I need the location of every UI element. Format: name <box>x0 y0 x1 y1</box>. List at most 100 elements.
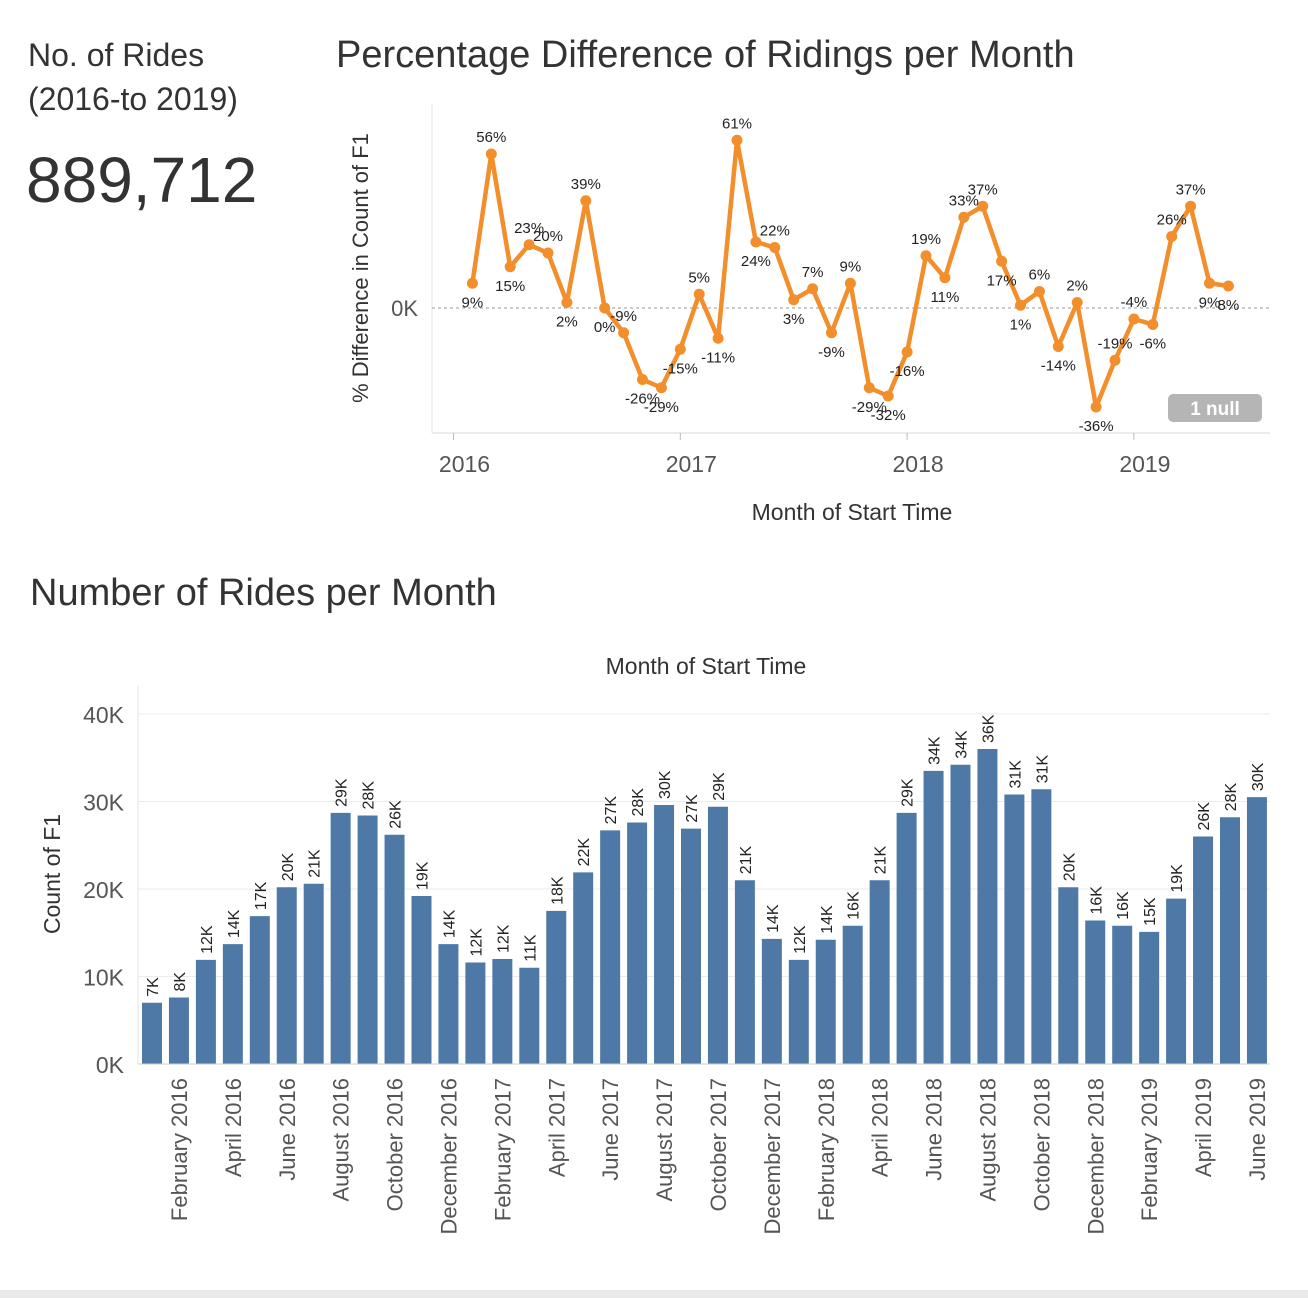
bar-data-label: 28K <box>361 781 378 810</box>
bar <box>788 959 809 1064</box>
bar-data-label: 27K <box>603 796 620 825</box>
line-point <box>1052 341 1064 352</box>
line-point <box>580 195 592 207</box>
bar-data-label: 16K <box>846 891 863 920</box>
bar <box>465 962 486 1064</box>
line-point <box>958 211 970 223</box>
bar <box>168 997 189 1064</box>
line-point <box>693 288 705 300</box>
line-data-label: -32% <box>871 407 906 424</box>
line-data-label: -4% <box>1121 294 1148 311</box>
bar-data-label: 34K <box>927 736 944 765</box>
kpi-subtitle: (2016-to 2019) <box>28 81 238 117</box>
line-point <box>542 247 554 259</box>
bar <box>923 770 944 1064</box>
bar-chart-x-tick-label: June 2017 <box>598 1078 623 1181</box>
bar <box>1246 797 1267 1064</box>
bar <box>707 806 728 1064</box>
bar-data-label: 12K <box>199 925 216 954</box>
line-data-label: 0% <box>594 319 616 336</box>
bar-chart-y-tick-label: 30K <box>83 790 125 816</box>
kpi-title: No. of Rides <box>28 37 205 73</box>
bar <box>1139 931 1160 1064</box>
bar-chart-x-tick-label: August 2018 <box>975 1078 1000 1202</box>
bar <box>1112 925 1133 1064</box>
bar-data-label: 14K <box>441 909 458 938</box>
line-data-label: 7% <box>802 264 824 281</box>
line-point <box>769 242 781 253</box>
bar <box>276 887 297 1064</box>
horizontal-scrollbar[interactable] <box>0 1290 1308 1298</box>
bar-data-label: 31K <box>1034 754 1051 783</box>
line-chart[interactable]: 0K % Difference in Count of F1 2016 2017 201… <box>0 0 1308 540</box>
bar-data-label: 20K <box>1061 852 1078 881</box>
line-point <box>788 294 800 306</box>
bar <box>1193 836 1214 1064</box>
line-data-label: 9% <box>462 294 484 311</box>
line-data-label: -6% <box>1139 336 1166 353</box>
bar-data-label: 26K <box>1196 802 1213 831</box>
bar <box>249 916 270 1064</box>
line-data-label: 6% <box>1029 267 1051 284</box>
line-point <box>996 255 1008 267</box>
bar-chart-y-tick-label: 20K <box>83 877 125 903</box>
bar-data-label: 21K <box>738 845 755 874</box>
line-data-label: 37% <box>968 181 998 198</box>
bar-chart-x-tick-label: December 2016 <box>436 1078 461 1235</box>
bar-data-label: 29K <box>711 772 728 801</box>
bar-chart-y-tick-label: 40K <box>83 702 125 728</box>
bar <box>384 834 405 1064</box>
bar-chart-x-tick-label: June 2019 <box>1245 1078 1270 1181</box>
line-data-label: -14% <box>1041 358 1076 375</box>
bar-chart-column-header: Month of Start Time <box>606 653 807 679</box>
line-data-label: -29% <box>852 399 887 416</box>
bar <box>896 812 917 1064</box>
bar-data-label: 29K <box>334 778 351 807</box>
bar-data-label: 31K <box>1007 760 1024 789</box>
bar-chart-x-tick-label: April 2017 <box>544 1078 569 1177</box>
bar-data-label: 17K <box>253 881 270 910</box>
bar <box>142 1002 162 1064</box>
line-chart-x-tick-label: 2019 <box>1119 451 1170 477</box>
bar-data-label: 11K <box>522 934 539 962</box>
bar-data-label: 26K <box>388 800 405 829</box>
bar <box>1220 817 1240 1064</box>
line-data-label: -15% <box>663 360 698 377</box>
line-point <box>561 297 573 308</box>
bar-data-label: 27K <box>684 794 701 823</box>
line-data-label: 39% <box>571 176 601 193</box>
bar-data-label: 8K <box>172 972 189 992</box>
line-chart-y-axis-title: % Difference in Count of F1 <box>348 133 373 403</box>
bar <box>492 959 513 1064</box>
bar-chart-x-tick-label: February 2018 <box>814 1078 839 1221</box>
line-point <box>1090 401 1102 413</box>
bar <box>1058 887 1079 1064</box>
bar-chart-x-tick-label: October 2017 <box>706 1078 731 1211</box>
bar-data-label: 29K <box>900 778 917 807</box>
line-data-label: 17% <box>987 272 1017 289</box>
line-point <box>1109 354 1121 366</box>
line-point <box>1185 200 1197 212</box>
line-data-label: 5% <box>688 269 710 286</box>
line-point <box>1015 299 1026 311</box>
line-data-label: 19% <box>911 231 941 248</box>
bar <box>222 944 243 1064</box>
bar-data-label: 20K <box>280 852 297 881</box>
bar-chart-x-tick-label: April 2018 <box>868 1078 893 1177</box>
bar-data-label: 19K <box>415 861 432 890</box>
line-point <box>901 346 913 358</box>
line-point <box>826 327 837 339</box>
bar <box>357 815 378 1064</box>
null-badge-label: 1 null <box>1190 399 1240 420</box>
bar <box>734 880 755 1064</box>
line-chart-y-tick-label: 0K <box>391 296 418 321</box>
line-point <box>844 277 856 289</box>
line-point <box>731 134 743 146</box>
line-data-label: 2% <box>556 314 578 331</box>
bar-data-label: 30K <box>1250 762 1267 791</box>
line-data-label: 37% <box>1176 181 1206 198</box>
bar <box>654 805 675 1064</box>
line-data-label: 33% <box>949 192 979 209</box>
bar-chart-x-tick-label: February 2017 <box>490 1078 515 1221</box>
